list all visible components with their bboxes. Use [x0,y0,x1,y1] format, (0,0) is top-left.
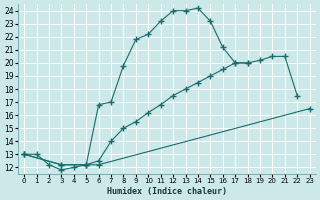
X-axis label: Humidex (Indice chaleur): Humidex (Indice chaleur) [107,187,227,196]
